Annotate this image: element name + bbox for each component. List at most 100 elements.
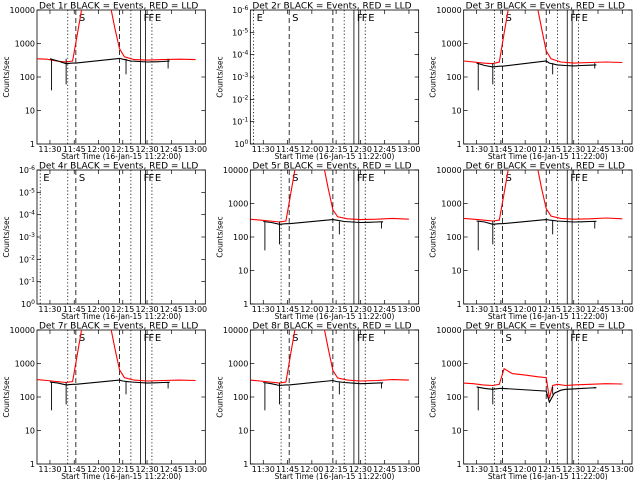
marker-label: E (582, 333, 588, 344)
marker-label: E (257, 13, 263, 24)
y-tick-label: 10 (25, 107, 35, 116)
series-line-lld (37, 330, 196, 384)
y-tick-label: 1000 (441, 40, 461, 49)
y-tick-label: 10 (451, 267, 461, 276)
panel-title: Det 9r BLACK = Events, RED = LLD (466, 322, 625, 332)
plot-frame (36, 9, 206, 145)
series-line-lld (250, 330, 409, 384)
x-tick-label: 12:45 (586, 465, 609, 474)
x-tick-label: 12:00 (300, 145, 323, 154)
x-tick-label: 11:30 (465, 465, 488, 474)
y-tick-label: 10000 (436, 326, 461, 335)
y-axis-label: Counts/sec (215, 376, 224, 417)
plot-frame (463, 9, 633, 145)
x-tick-label: 12:00 (300, 465, 323, 474)
marker-label: E (155, 173, 161, 184)
y-tick-label: 10-3 (19, 232, 35, 242)
y-axis-label: Counts/sec (2, 56, 11, 97)
x-tick-label: 11:30 (38, 145, 61, 154)
panel-det-7: Det 7r BLACK = Events, RED = LLD 1 10 100 10… (2, 322, 207, 480)
series-group (463, 10, 623, 91)
x-tick-label: 12:15 (111, 305, 134, 314)
marker-label: E (582, 173, 588, 184)
y-tick-label: 10 (451, 107, 461, 116)
x-tick-label: 12:15 (111, 465, 134, 474)
x-tick-label: 11:30 (252, 465, 275, 474)
marker-label: S (79, 173, 85, 184)
marker-label: S (292, 333, 298, 344)
y-tick-label: 100 (446, 73, 461, 82)
panel-det-5: Det 5r BLACK = Events, RED = LLD 1 10 100 10… (215, 162, 420, 322)
x-tick-label: 11:45 (489, 465, 512, 474)
x-tick-label: 12:15 (325, 305, 348, 314)
y-tick-label: 100 (446, 393, 461, 402)
y-tick-label: 10-3 (232, 72, 248, 82)
marker-label: F (144, 333, 150, 344)
marker-label: F (570, 13, 576, 24)
y-tick-label: 10-1 (19, 277, 35, 287)
x-tick-label: 12:30 (349, 465, 372, 474)
x-tick-label: 12:00 (514, 305, 537, 314)
y-tick-label: 10 (451, 427, 461, 436)
y-axis-label: Counts/sec (429, 376, 438, 417)
marker-label: F (144, 173, 150, 184)
y-tick-label: 100 (446, 233, 461, 242)
x-tick-label: 11:30 (252, 305, 275, 314)
x-tick-label: 11:45 (489, 145, 512, 154)
x-tick-label: 13:00 (184, 305, 207, 314)
series-line-lld (463, 10, 623, 65)
x-tick-label: 12:30 (136, 465, 159, 474)
x-tick-label: 12:15 (111, 145, 134, 154)
series-group (463, 170, 623, 251)
x-tick-label: 11:45 (63, 145, 86, 154)
series-line-lld (463, 170, 623, 222)
panel-title: Det 3r BLACK = Events, RED = LLD (466, 2, 625, 12)
x-tick-label: 12:15 (325, 145, 348, 154)
x-tick-label: 12:30 (136, 305, 159, 314)
y-tick-label: 1000 (15, 360, 35, 369)
x-tick-label: 13:00 (611, 305, 634, 314)
y-tick-label: 10-4 (232, 50, 248, 60)
marker-label: E (368, 13, 374, 24)
x-axis-label: Start Time (16-Jan-15 11:22:00) (61, 472, 181, 480)
x-tick-label: 12:45 (373, 465, 396, 474)
x-tick-label: 12:00 (87, 145, 110, 154)
y-tick-label: 1 (243, 460, 248, 469)
plot-frame (36, 329, 206, 465)
marker-label: E (43, 173, 49, 184)
panel-det-1: Det 1r BLACK = Events, RED = LLD 1 10 100 10… (2, 2, 207, 162)
panel-det-4: Det 4r BLACK = Events, RED = LLD 100 10-1 1… (2, 162, 207, 322)
panel-title: Det 2r BLACK = Events, RED = LLD (252, 2, 411, 12)
x-tick-label: 13:00 (611, 465, 634, 474)
x-axis-label: Start Time (16-Jan-15 11:22:00) (488, 152, 608, 161)
marker-label: E (155, 333, 161, 344)
y-tick-label: 1000 (441, 360, 461, 369)
x-tick-label: 12:45 (160, 305, 183, 314)
marker-label: F (570, 173, 576, 184)
panel-title: Det 8r BLACK = Events, RED = LLD (252, 322, 411, 332)
marker-label: F (357, 333, 363, 344)
y-tick-label: 100 (233, 233, 248, 242)
x-tick-label: 13:00 (397, 305, 420, 314)
x-tick-label: 12:45 (373, 145, 396, 154)
y-tick-label: 10000 (223, 166, 248, 175)
x-tick-label: 11:30 (38, 305, 61, 314)
marker-label: F (362, 333, 368, 344)
y-tick-label: 1000 (441, 200, 461, 209)
y-tick-label: 10-5 (232, 27, 248, 37)
x-axis-label: Start Time (16-Jan-15 11:22:00) (61, 152, 181, 161)
x-tick-label: 12:15 (538, 305, 561, 314)
panel-det-2: Det 2r BLACK = Events, RED = LLD 100 10-1 1… (215, 2, 420, 162)
x-tick-label: 12:15 (538, 145, 561, 154)
series-line-lld (37, 10, 196, 63)
panel-det-9: Det 9r BLACK = Events, RED = LLD 1 10 100 10… (429, 322, 634, 480)
x-tick-label: 11:45 (489, 305, 512, 314)
x-tick-label: 12:30 (562, 305, 585, 314)
panel-det-8: Det 8r BLACK = Events, RED = LLD 1 10 100 10… (215, 322, 420, 480)
x-tick-label: 12:30 (562, 145, 585, 154)
marker-label: F (148, 333, 154, 344)
y-tick-label: 10 (238, 427, 248, 436)
y-tick-label: 1 (457, 300, 462, 309)
panel-title: Det 1r BLACK = Events, RED = LLD (39, 2, 198, 12)
y-tick-label: 100 (234, 139, 248, 149)
